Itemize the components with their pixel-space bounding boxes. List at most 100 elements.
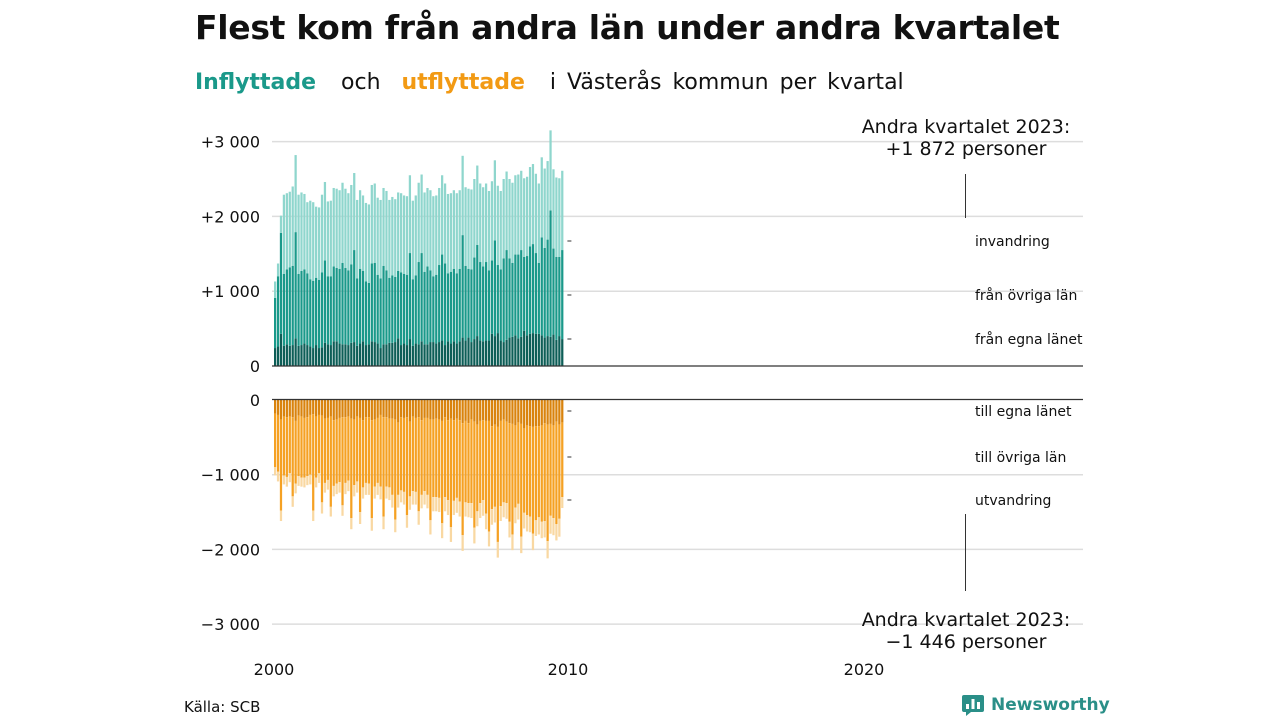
y-tick-label: −2 000: [201, 540, 260, 559]
bar-inflow-immigration: [358, 190, 362, 269]
series-label-inflow: från övriga län: [975, 287, 1077, 304]
bar-outflow-emigration: [397, 494, 400, 508]
bar-inflow-immigration: [561, 170, 564, 251]
bar-outflow-other-counties: [291, 417, 294, 497]
bar-outflow-other-counties: [426, 417, 429, 495]
bar-outflow-emigration: [356, 481, 359, 493]
bar-outflow-emigration: [534, 520, 538, 536]
bar-inflow-other-counties: [317, 279, 321, 349]
bar-outflow-other-counties: [484, 420, 488, 514]
bar-inflow-immigration: [276, 263, 280, 277]
bar-inflow-own-county: [379, 348, 382, 366]
bar-inflow-immigration: [312, 202, 315, 281]
bar-outflow-own-county: [391, 400, 394, 419]
bar-inflow-other-counties: [517, 254, 520, 339]
bar-outflow-own-county: [473, 400, 476, 422]
bar-inflow-other-counties: [291, 265, 294, 346]
bar-outflow-emigration: [294, 483, 297, 494]
bar-outflow-own-county: [282, 400, 286, 417]
bar-outflow-other-counties: [306, 417, 309, 477]
bar-inflow-own-county: [499, 340, 502, 366]
bar-outflow-other-counties: [405, 417, 409, 516]
bar-inflow-other-counties: [388, 277, 391, 343]
x-tick-label: 2020: [844, 660, 885, 679]
bar-inflow-immigration: [531, 164, 535, 245]
bar-outflow-emigration: [382, 516, 385, 530]
brand-logo[interactable]: Newsworthy: [961, 693, 1110, 717]
bar-inflow-immigration: [496, 185, 499, 266]
bar-inflow-immigration: [282, 194, 286, 274]
bar-inflow-other-counties: [350, 264, 353, 343]
bar-outflow-emigration: [432, 497, 435, 512]
bar-inflow-other-counties: [364, 281, 368, 346]
bar-inflow-other-counties: [423, 271, 426, 345]
brand-name: Newsworthy: [991, 695, 1110, 715]
bar-outflow-own-county: [467, 400, 470, 424]
bar-inflow-other-counties: [420, 253, 423, 342]
bar-outflow-other-counties: [356, 416, 359, 482]
bar-inflow-immigration: [546, 161, 549, 240]
bar-inflow-immigration: [399, 193, 403, 273]
bar-outflow-other-counties: [274, 413, 277, 468]
bar-inflow-immigration: [350, 184, 353, 265]
bar-outflow-emigration: [490, 509, 494, 525]
bar-inflow-own-county: [358, 343, 362, 366]
bar-inflow-immigration: [315, 206, 318, 278]
bar-outflow-emigration: [423, 491, 426, 505]
bar-outflow-emigration: [279, 510, 283, 522]
bar-inflow-other-counties: [546, 239, 549, 337]
bar-inflow-own-county: [517, 338, 520, 366]
bar-inflow-own-county: [402, 343, 406, 366]
bar-outflow-own-county: [555, 400, 558, 422]
bar-inflow-immigration: [420, 174, 423, 254]
bar-inflow-other-counties: [520, 250, 523, 337]
bar-outflow-other-counties: [297, 415, 300, 477]
bar-outflow-own-county: [285, 400, 288, 418]
bar-inflow-own-county: [534, 333, 538, 366]
bar-inflow-own-county: [356, 345, 359, 366]
bar-inflow-other-counties: [432, 276, 435, 343]
bar-inflow-other-counties: [285, 269, 288, 345]
bar-inflow-own-county: [502, 342, 505, 366]
bar-inflow-immigration: [467, 188, 470, 269]
bar-inflow-immigration: [361, 195, 365, 272]
bar-inflow-other-counties: [525, 256, 529, 336]
chart-title: Flest kom från andra län under andra kva…: [195, 8, 1060, 47]
bar-inflow-immigration: [511, 182, 514, 263]
bar-outflow-emigration: [561, 497, 564, 509]
chart-subtitle: Inflyttade och utflyttade i Västerås kom…: [195, 70, 904, 95]
bar-inflow-other-counties: [558, 256, 561, 337]
bar-inflow-own-county: [335, 341, 338, 366]
bar-outflow-own-county: [379, 400, 382, 415]
bar-inflow-immigration: [487, 190, 491, 271]
bar-outflow-emigration: [487, 531, 491, 547]
bar-inflow-other-counties: [315, 277, 318, 346]
bar-outflow-other-counties: [317, 414, 321, 474]
bar-outflow-emigration: [429, 520, 432, 535]
bar-inflow-other-counties: [335, 268, 338, 342]
bar-outflow-emigration: [499, 506, 502, 522]
bar-inflow-immigration: [335, 188, 338, 269]
bar-inflow-immigration: [338, 190, 341, 269]
bar-outflow-other-counties: [464, 420, 467, 503]
bar-outflow-emigration: [370, 518, 373, 531]
bar-inflow-own-county: [441, 340, 444, 366]
bar-outflow-other-counties: [432, 419, 435, 498]
bar-inflow-other-counties: [461, 235, 464, 338]
bar-inflow-other-counties: [379, 278, 382, 349]
bar-outflow-own-county: [441, 400, 444, 421]
annotation-top-line2: +1 872 personer: [886, 138, 1047, 160]
bar-outflow-emigration: [520, 536, 523, 554]
bar-inflow-own-county: [394, 342, 397, 366]
bar-outflow-own-county: [487, 400, 491, 421]
bar-inflow-other-counties: [408, 253, 412, 340]
bar-inflow-own-county: [361, 341, 365, 366]
bar-outflow-own-county: [294, 400, 297, 421]
bar-inflow-own-county: [317, 348, 321, 366]
bar-inflow-other-counties: [394, 276, 397, 343]
bar-outflow-own-county: [540, 400, 543, 426]
bar-inflow-other-counties: [490, 260, 494, 334]
bar-outflow-own-county: [435, 400, 438, 419]
bar-outflow-emigration: [476, 511, 479, 527]
bar-inflow-other-counties: [391, 275, 394, 343]
